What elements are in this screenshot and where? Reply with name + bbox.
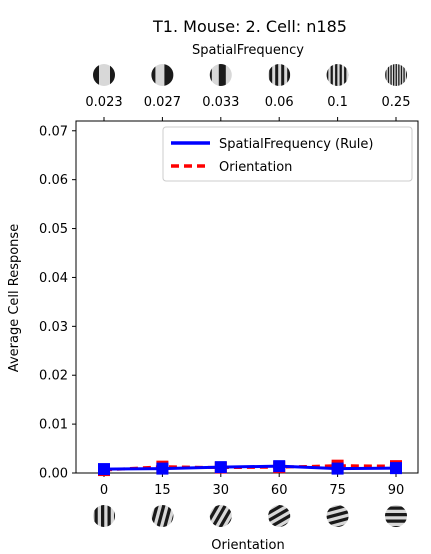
top-axis: 0.023 0.027 0.033 0.06 0.1 0.25 <box>85 59 412 121</box>
y-axis-label: Average Cell Response <box>7 224 22 372</box>
spatial-frequency-grating-icon <box>322 59 356 91</box>
x-tick-label: 30 <box>213 483 230 498</box>
legend-label: SpatialFrequency (Rule) <box>219 137 374 152</box>
x-tick-label: 60 <box>271 483 288 498</box>
data-point <box>273 460 285 472</box>
data-point <box>98 463 110 475</box>
y-tick-label: 0.07 <box>39 124 68 139</box>
spatial-frequency-grating-icon <box>205 59 240 91</box>
orientation-grating-icon <box>143 496 180 534</box>
spatial-frequency-grating-icon <box>88 59 121 91</box>
orientation-grating-icon <box>199 494 240 536</box>
y-tick-label: 0.06 <box>39 173 68 188</box>
top-tick-label: 0.033 <box>202 95 239 110</box>
x-tick-label: 15 <box>154 483 171 498</box>
y-tick-label: 0.04 <box>39 271 68 286</box>
x-tick-label: 90 <box>388 483 405 498</box>
x-axis: 0 15 30 60 75 90 <box>88 473 412 536</box>
spatial-frequency-grating-icon <box>263 59 296 91</box>
spatial-frequency-grating-icon <box>146 59 174 91</box>
orientation-grating-icon <box>257 494 299 535</box>
y-tick-label: 0.05 <box>39 222 68 237</box>
data-point <box>215 461 227 473</box>
data-point <box>332 463 344 475</box>
orientation-grating-icon <box>318 496 356 533</box>
legend: SpatialFrequency (Rule) Orientation <box>163 127 412 181</box>
chart-title: T1. Mouse: 2. Cell: n185 <box>152 17 347 36</box>
y-axis: 0.00 0.01 0.02 0.03 0.04 0.05 0.06 0.07 <box>39 124 76 481</box>
orientation-grating-icon <box>380 500 412 529</box>
legend-label: Orientation <box>219 160 292 175</box>
x-axis-label: Orientation <box>211 538 284 553</box>
x-tick-label: 0 <box>100 483 108 498</box>
spatial-frequency-grating-icon <box>380 59 413 91</box>
data-point <box>390 462 402 474</box>
y-tick-label: 0.02 <box>39 369 68 384</box>
data-point <box>156 463 168 475</box>
top-tick-label: 0.027 <box>144 95 181 110</box>
y-tick-label: 0.00 <box>39 467 68 482</box>
top-tick-label: 0.023 <box>85 95 122 110</box>
y-tick-label: 0.01 <box>39 418 68 433</box>
top-tick-label: 0.06 <box>265 95 294 110</box>
x-tick-label: 75 <box>329 483 346 498</box>
top-axis-label: SpatialFrequency <box>192 43 304 58</box>
orientation-grating-icon <box>88 500 117 532</box>
y-tick-label: 0.03 <box>39 320 68 335</box>
top-tick-label: 0.1 <box>327 95 348 110</box>
top-tick-label: 0.25 <box>382 95 411 110</box>
